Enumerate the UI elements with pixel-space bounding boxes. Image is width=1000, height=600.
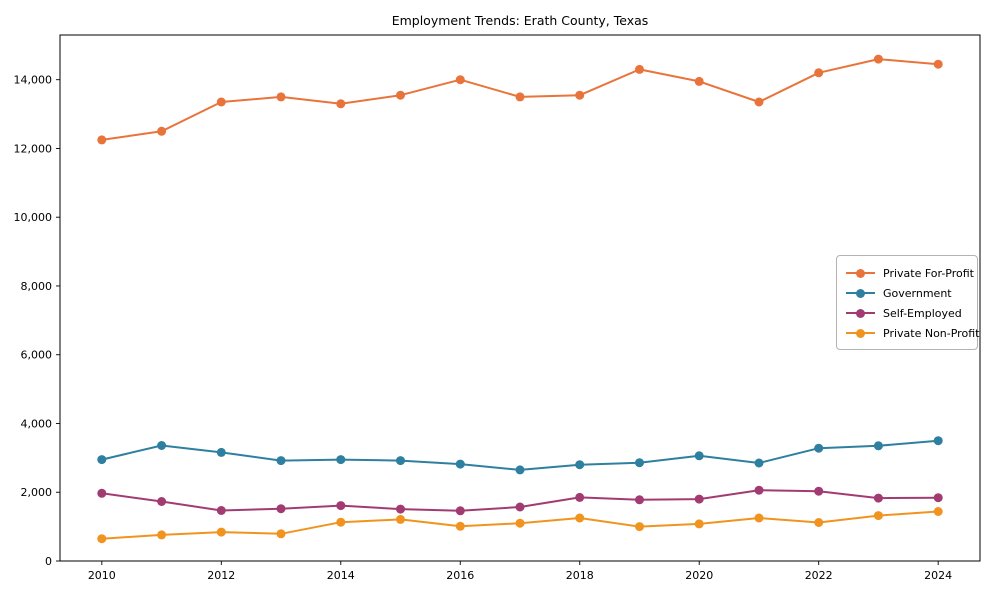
data-point [635, 522, 644, 532]
legend-line-marker-icon [846, 268, 875, 278]
data-point [515, 502, 525, 512]
data-point [873, 54, 883, 64]
data-point [754, 458, 764, 468]
data-point [814, 68, 824, 78]
data-point [97, 135, 107, 145]
data-point [455, 521, 465, 531]
data-point [396, 456, 405, 466]
legend-entry: Government [846, 283, 969, 303]
data-point [97, 455, 107, 465]
y-tick-label: 8,000 [21, 280, 53, 293]
x-tick-label: 2016 [446, 569, 474, 582]
x-tick-label: 2024 [924, 569, 952, 582]
legend-label: Self-Employed [883, 306, 962, 320]
data-point [754, 513, 764, 523]
data-point [694, 451, 704, 461]
data-point [754, 485, 764, 495]
data-point [933, 493, 943, 503]
data-point [157, 497, 167, 506]
y-tick-label: 0 [45, 555, 52, 568]
data-point [336, 99, 346, 109]
y-tick-label: 10,000 [14, 211, 53, 224]
data-point [97, 488, 107, 498]
data-point [216, 506, 226, 515]
data-point [933, 59, 943, 69]
data-point [873, 441, 883, 451]
legend-entry: Self-Employed [846, 303, 969, 323]
y-tick-label: 6,000 [21, 349, 53, 362]
data-point [276, 504, 286, 514]
data-point [515, 465, 525, 475]
data-point [455, 459, 465, 469]
y-tick-label: 4,000 [21, 417, 53, 430]
data-point [396, 504, 405, 514]
data-point [575, 513, 585, 523]
y-tick-label: 14,000 [14, 73, 53, 86]
data-point [933, 507, 943, 516]
y-tick-label: 12,000 [14, 142, 53, 155]
legend-entry: Private For-Profit [846, 263, 974, 283]
data-point [396, 90, 405, 100]
data-point [814, 443, 824, 453]
legend: Private For-Profit Government Self-Emplo… [836, 255, 979, 350]
chart-title: Employment Trends: Erath County, Texas [391, 13, 649, 28]
data-point [694, 519, 704, 529]
data-point [336, 517, 346, 527]
data-point [754, 97, 764, 107]
data-point [575, 460, 585, 470]
data-point [635, 495, 644, 505]
data-point [873, 511, 883, 521]
x-tick-label: 2020 [685, 569, 713, 582]
legend-entry: Private Non-Profit [846, 323, 979, 343]
legend-line-marker-icon [846, 328, 875, 338]
legend-line-marker-icon [846, 288, 875, 298]
x-tick-label: 2022 [805, 569, 833, 582]
data-point [157, 530, 167, 540]
y-tick-label: 2,000 [21, 486, 53, 499]
legend-line-marker-icon [846, 308, 875, 318]
data-point [814, 518, 824, 527]
plot-border [59, 34, 981, 562]
data-point [635, 458, 644, 468]
data-point [575, 492, 585, 502]
data-point [873, 493, 883, 503]
data-point [216, 447, 226, 457]
data-point [336, 455, 346, 465]
data-point [276, 529, 286, 539]
data-point [814, 486, 824, 496]
data-point [635, 64, 644, 74]
data-point [455, 506, 465, 516]
data-point [97, 534, 107, 544]
data-point [933, 436, 943, 446]
x-tick-label: 2010 [88, 569, 116, 582]
data-point [157, 126, 167, 136]
data-point [694, 494, 704, 504]
data-point [455, 75, 465, 85]
data-point [396, 514, 405, 524]
x-tick-label: 2018 [566, 569, 594, 582]
x-tick-label: 2012 [207, 569, 235, 582]
legend-label: Government [883, 286, 952, 300]
data-point [336, 501, 346, 511]
data-point [575, 90, 585, 100]
data-point [515, 92, 525, 102]
legend-label: Private For-Profit [883, 266, 974, 280]
data-point [216, 97, 226, 107]
data-point [515, 518, 525, 528]
data-point [694, 76, 704, 86]
legend-label: Private Non-Profit [883, 326, 980, 340]
data-point [216, 527, 226, 537]
data-point [157, 441, 167, 450]
x-tick-label: 2014 [327, 569, 355, 582]
data-point [276, 92, 286, 102]
data-point [276, 456, 286, 466]
